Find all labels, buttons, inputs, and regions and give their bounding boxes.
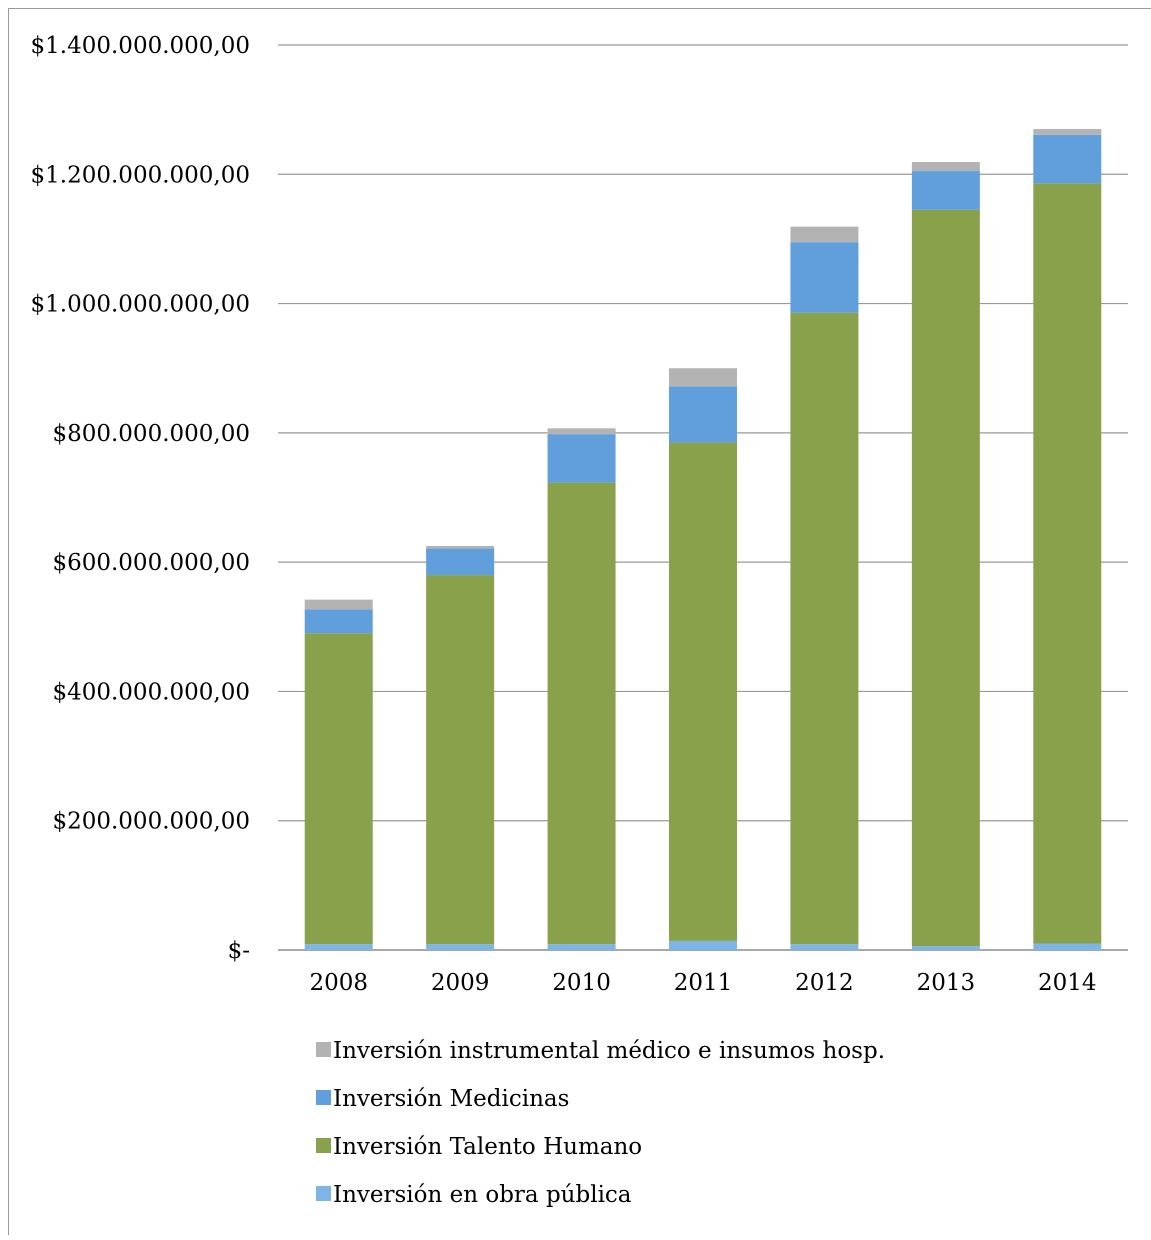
x-tick-label: 2008 bbox=[309, 970, 368, 996]
y-tick-label: $800.000.000,00 bbox=[52, 421, 250, 447]
y-tick-label: $- bbox=[228, 938, 250, 964]
x-tick-label: 2011 bbox=[674, 970, 733, 996]
y-tick-label: $600.000.000,00 bbox=[52, 550, 250, 576]
bar-segment bbox=[426, 548, 495, 576]
bar-segment bbox=[1033, 134, 1102, 184]
bar-segment bbox=[426, 944, 495, 950]
legend-label: Inversión instrumental médico e insumos … bbox=[333, 1038, 885, 1064]
bar-segment bbox=[426, 545, 495, 549]
bars bbox=[304, 129, 1102, 950]
bar-segment bbox=[911, 946, 980, 950]
frame-top-border bbox=[8, 8, 1151, 9]
bar-segment bbox=[911, 171, 980, 210]
bar-segment bbox=[669, 368, 737, 387]
bar-segment bbox=[1033, 129, 1102, 135]
bar-segment bbox=[304, 609, 373, 634]
x-tick-label: 2014 bbox=[1038, 970, 1097, 996]
legend-label: Inversión en obra pública bbox=[333, 1182, 632, 1208]
bar-segment bbox=[669, 940, 737, 950]
y-tick-label: $200.000.000,00 bbox=[52, 809, 250, 835]
y-tick-label: $400.000.000,00 bbox=[52, 679, 250, 705]
bar-segment bbox=[547, 482, 616, 945]
bar-segment bbox=[547, 428, 616, 435]
legend-swatch bbox=[316, 1138, 331, 1153]
y-tick-label: $1.000.000.000,00 bbox=[31, 292, 250, 318]
bar-segment bbox=[790, 226, 859, 243]
bar-segment bbox=[547, 434, 616, 483]
bar-segment bbox=[669, 386, 737, 443]
y-axis: $- $200.000.000,00 $400.000.000,00 $600.000… bbox=[31, 33, 250, 964]
bar-segment bbox=[304, 944, 373, 950]
bar-segment bbox=[911, 162, 980, 172]
x-tick-label: 2010 bbox=[552, 970, 611, 996]
x-tick-label: 2009 bbox=[431, 970, 490, 996]
bar-segment bbox=[304, 633, 373, 945]
bar-segment bbox=[1033, 943, 1102, 950]
bar-segment bbox=[790, 312, 859, 945]
bar-segment bbox=[790, 242, 859, 313]
y-tick-label: $1.400.000.000,00 bbox=[31, 33, 250, 59]
bar-segment bbox=[911, 209, 980, 947]
bar-segment bbox=[304, 599, 373, 610]
legend-label: Inversión Talento Humano bbox=[333, 1134, 642, 1160]
legend: Inversión instrumental médico e insumos … bbox=[316, 1038, 885, 1208]
legend-label: Inversión Medicinas bbox=[333, 1086, 569, 1112]
bar-segment bbox=[669, 442, 737, 941]
bar-segment bbox=[547, 944, 616, 950]
x-axis: 2008 2009 2010 2011 2012 2013 2014 bbox=[309, 970, 1096, 996]
y-tick-label: $1.200.000.000,00 bbox=[31, 162, 250, 188]
bar-segment bbox=[790, 944, 859, 950]
frame-left-border bbox=[8, 8, 9, 1235]
x-tick-label: 2013 bbox=[917, 970, 976, 996]
x-tick-label: 2012 bbox=[795, 970, 854, 996]
legend-swatch bbox=[316, 1042, 331, 1057]
bar-segment bbox=[1033, 183, 1102, 944]
legend-swatch bbox=[316, 1186, 331, 1201]
legend-swatch bbox=[316, 1090, 331, 1105]
bar-segment bbox=[426, 575, 495, 945]
